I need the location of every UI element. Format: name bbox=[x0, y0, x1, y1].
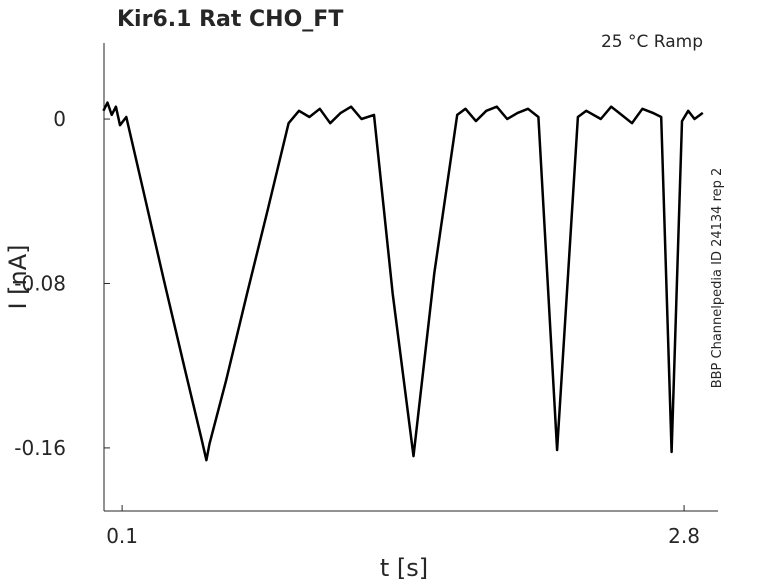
x-tick-label: 2.8 bbox=[668, 524, 700, 548]
y-tick-label: -0.08 bbox=[14, 271, 66, 295]
x-axis-label: t [s] bbox=[380, 554, 428, 582]
side-note: BBP Channelpedia ID 24134 rep 2 bbox=[710, 168, 725, 389]
x-tick-label: 0.1 bbox=[106, 524, 138, 548]
y-tick-label: -0.16 bbox=[14, 436, 66, 460]
y-tick-label: 0 bbox=[53, 107, 66, 131]
current-trace bbox=[102, 101, 704, 462]
chart-title: Kir6.1 Rat CHO_FT bbox=[117, 7, 343, 32]
annotation: 25 °C Ramp bbox=[601, 32, 703, 52]
y-axis-label: I [nA] bbox=[4, 244, 32, 309]
